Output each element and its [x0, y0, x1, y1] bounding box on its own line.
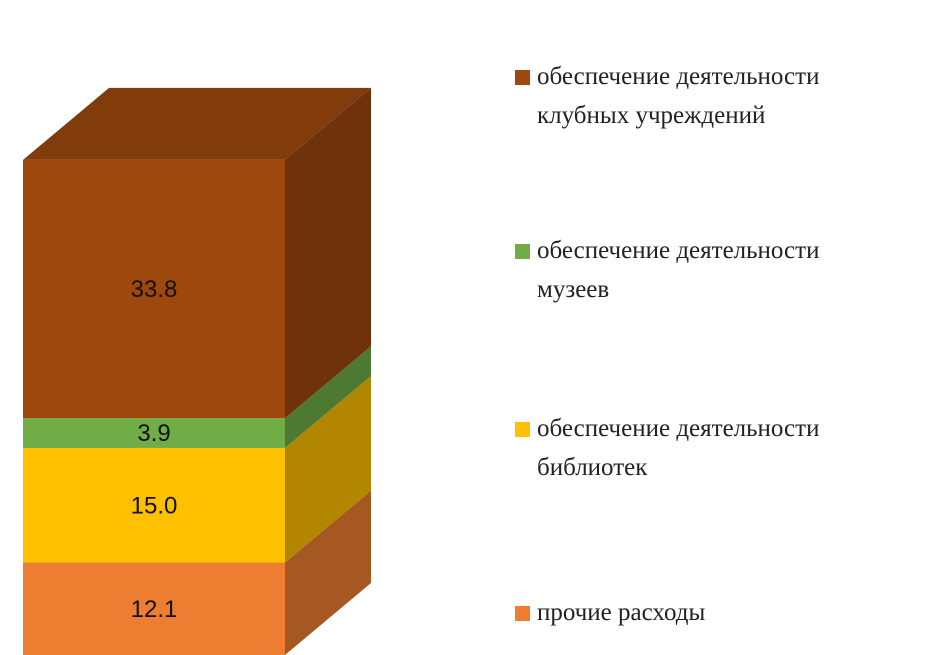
legend-label-2-line-2: музеев: [537, 276, 609, 303]
bar-front-segment-2: [23, 447, 285, 563]
bar-front-segment-1: [23, 562, 285, 655]
legend-label-4-line-1: прочие расходы: [537, 599, 705, 626]
data-label-segment-1: 12.1: [131, 596, 178, 623]
legend-label-2-line-1: обеспечение деятельности: [537, 237, 819, 264]
bar-top-face: [23, 87, 371, 160]
data-label-segment-4: 33.8: [131, 276, 178, 303]
bar-stack: [23, 87, 371, 655]
bar-side-segment-3: [285, 346, 371, 448]
bar-front-segment-3: [23, 418, 285, 448]
legend-label-1-line-1: обеспечение деятельности: [537, 63, 819, 90]
legend-swatch-1: [515, 70, 530, 85]
legend-label-1-line-2: клубных учреждений: [537, 102, 765, 129]
data-labels: 12.1 15.0 3.9 33.8: [131, 276, 178, 623]
legend-swatch-2: [515, 244, 530, 259]
legend: обеспечение деятельности клубных учрежден…: [515, 63, 819, 626]
bar-front-segment-4: [23, 159, 285, 419]
legend-swatch-4: [515, 606, 530, 621]
legend-swatch-3: [515, 422, 530, 437]
data-label-segment-2: 15.0: [131, 492, 178, 519]
data-label-segment-3: 3.9: [137, 420, 170, 447]
bar-side-segment-1: [285, 490, 371, 655]
bar-side-segment-4: [285, 87, 371, 419]
bar-side-segment-2: [285, 375, 371, 563]
legend-label-3-line-1: обеспечение деятельности: [537, 415, 819, 442]
legend-label-3-line-2: библиотек: [537, 454, 648, 481]
